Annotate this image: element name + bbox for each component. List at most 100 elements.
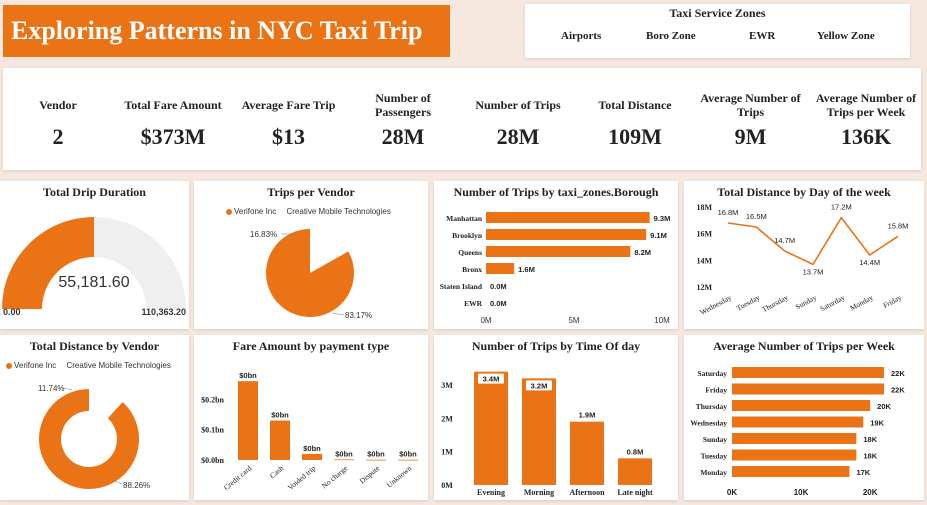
- zone-yellow-button[interactable]: Yellow Zone: [817, 30, 875, 42]
- bar[interactable]: [486, 263, 515, 274]
- bar[interactable]: [732, 400, 871, 411]
- category-label: Brooklyn: [452, 231, 483, 240]
- value-label: 20K: [877, 402, 891, 411]
- distance-vendor-legend: Verifone Inc Creative Mobile Technologie…: [6, 361, 171, 370]
- pie-slice-creative[interactable]: [266, 229, 354, 317]
- bar[interactable]: [732, 383, 884, 395]
- value-label: 17K: [856, 468, 870, 477]
- value-label: 15.8M: [888, 221, 909, 230]
- kpi-value: 136K: [840, 124, 892, 149]
- pie-label-verifone: 16.83%: [250, 230, 277, 239]
- kpi-label: Average Fare Trip: [241, 98, 336, 112]
- value-label: 18K: [863, 452, 877, 461]
- bar[interactable]: [732, 433, 857, 444]
- category-label: Staten Island: [440, 282, 483, 291]
- value-label: 22K: [891, 369, 905, 378]
- legend-item[interactable]: Creative Mobile Technologies: [286, 207, 390, 216]
- fare-payment-chart: $0.0bn $0.1bn $0.2bn $0bn Credit card $0bn Cas…: [201, 371, 418, 492]
- kpi-passengers: Number of Passengers 28M: [358, 90, 448, 150]
- time-day-title: Number of Trips by Time Of day: [471, 339, 641, 353]
- legend-label: Verifone Inc: [14, 361, 57, 370]
- bar[interactable]: [486, 212, 650, 223]
- value-label: 14.4M: [859, 258, 880, 267]
- zones-slicer: Taxi Service Zones Airports Boro Zone EW…: [525, 4, 910, 58]
- legend-item[interactable]: Creative Mobile Technologies: [66, 361, 170, 370]
- value-label-box[interactable]: [526, 380, 552, 391]
- value-label: $0bn: [271, 411, 289, 420]
- donut-label-verifone: 11.74%: [38, 384, 65, 393]
- zone-boro-button[interactable]: Boro Zone: [646, 30, 696, 42]
- category-label: Friday: [881, 293, 903, 310]
- value-label: 1.6M: [518, 265, 535, 274]
- value-label: 0.8M: [627, 447, 644, 456]
- bar[interactable]: [302, 453, 322, 460]
- value-label: $0bn: [239, 371, 257, 380]
- bar[interactable]: [732, 416, 864, 428]
- category-label: Manhattan: [446, 214, 483, 223]
- bar[interactable]: [474, 371, 508, 485]
- legend-item[interactable]: Verifone Inc: [226, 207, 276, 216]
- gauge-fill: [2, 217, 94, 309]
- kpi-trips: Number of Trips 28M: [468, 90, 568, 150]
- bar[interactable]: [366, 459, 386, 461]
- kpi-vendor: Vendor 2: [13, 90, 103, 150]
- distance-vendor-card: Total Distance by Vendor Verifone Inc Cr…: [0, 335, 189, 500]
- bar[interactable]: [486, 229, 647, 240]
- value-label: 17.2M: [831, 203, 852, 212]
- value-label: $0bn: [303, 444, 321, 453]
- zone-ewr-button[interactable]: EWR: [749, 30, 776, 42]
- category-label: Tuesday: [701, 452, 728, 461]
- label-leader: [61, 387, 73, 391]
- label-leader: [331, 312, 345, 316]
- category-label: Afternoon: [569, 488, 605, 497]
- tick-label: 0M: [480, 316, 491, 325]
- tick-label: 12M: [696, 283, 712, 292]
- label-leader: [111, 479, 123, 485]
- bar[interactable]: [270, 420, 290, 460]
- category-label: Saturday: [818, 293, 846, 314]
- time-day-chart: 0M 1M 2M 3M 3.4M Evening 3.2M Morning 1.9M Aftern…: [441, 371, 653, 497]
- gauge-chart: 55,181.60 0.00 110,363.20: [2, 217, 186, 317]
- kpi-distance: Total Distance 109M: [585, 90, 685, 150]
- bar[interactable]: [570, 421, 604, 485]
- gauge-card: Total Drip Duration 55,181.60 0.00 110,3…: [0, 181, 189, 329]
- category-label: Wednesday: [698, 293, 733, 317]
- value-label: 0.0M: [490, 282, 507, 291]
- tick-label: 2M: [441, 414, 453, 423]
- category-label: Sunday: [794, 293, 818, 312]
- bar[interactable]: [618, 458, 652, 485]
- legend-item[interactable]: Verifone Inc: [6, 361, 56, 370]
- category-label: EWR: [464, 299, 483, 308]
- bar[interactable]: [522, 378, 556, 485]
- kpi-label: Average Number of Trips: [700, 91, 801, 119]
- category-label: Sunday: [703, 435, 727, 444]
- bar[interactable]: [486, 246, 631, 257]
- avg-week-card: Average Number of Trips per Week Saturda…: [684, 335, 924, 500]
- value-label: 9.1M: [650, 231, 667, 240]
- category-label: Dispute: [358, 463, 382, 485]
- zone-airports-button[interactable]: Airports: [561, 30, 602, 42]
- category-label: Cash: [268, 463, 285, 480]
- value-label: $0bn: [399, 450, 417, 459]
- value-label-box[interactable]: [478, 373, 504, 384]
- category-label: Thursday: [760, 293, 789, 314]
- kpi-value: 9M: [734, 124, 767, 149]
- bar[interactable]: [732, 466, 850, 477]
- tick-label: 3M: [441, 381, 453, 390]
- value-label: 18K: [863, 435, 877, 444]
- bar[interactable]: [238, 381, 258, 460]
- category-label: Saturday: [697, 369, 727, 378]
- donut-slice-creative[interactable]: [38, 389, 139, 489]
- tick-label: $0.2bn: [201, 395, 224, 404]
- category-label: Monday: [700, 468, 727, 477]
- tick-label: 14M: [696, 256, 712, 265]
- bar[interactable]: [732, 449, 857, 461]
- trips-vendor-pie: 16.83% 83.17%: [250, 229, 372, 320]
- time-day-card: Number of Trips by Time Of day 0M 1M 2M 3M 3…: [434, 335, 678, 500]
- bar[interactable]: [732, 367, 884, 378]
- borough-card: Number of Trips by taxi_zones.Borough Ma…: [434, 181, 678, 329]
- kpi-average-fare: Average Fare Trip $13: [236, 90, 341, 150]
- bar[interactable]: [398, 459, 418, 461]
- donut-label-creative: 88.26%: [123, 481, 150, 490]
- bar[interactable]: [334, 459, 354, 461]
